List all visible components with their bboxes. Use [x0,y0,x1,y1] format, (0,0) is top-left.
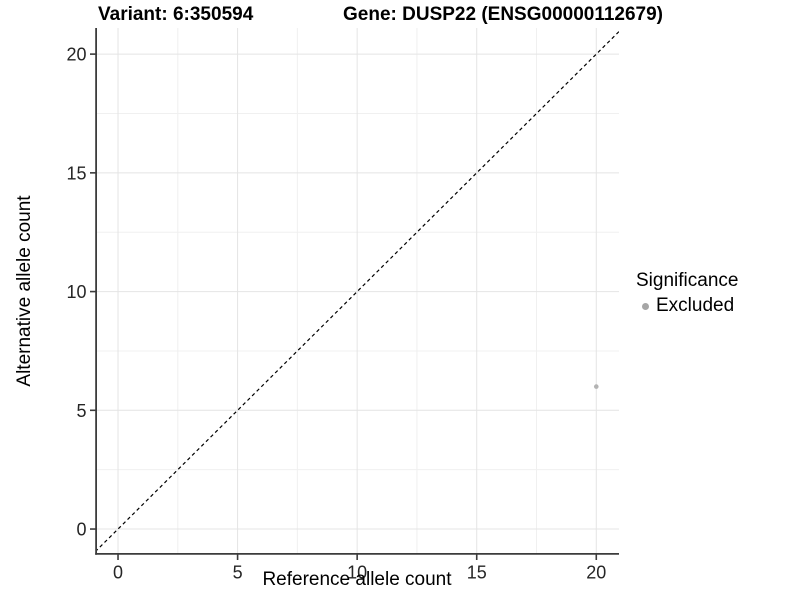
series-excluded [593,384,599,389]
legend-title: Significance [636,270,739,291]
y-tick-label: 10 [66,282,86,302]
y-tick-label: 0 [76,520,86,540]
variant-title: Variant: 6:350594 [98,4,254,25]
x-tick-label: 15 [467,563,487,583]
excluded-point-icon [642,302,649,310]
legend: Significance Excluded [636,270,738,317]
y-tick-label: 20 [66,45,86,65]
grid-major [96,28,619,554]
data-point [593,384,599,389]
axis-lines [95,28,619,555]
x-tick-label: 20 [586,563,606,583]
x-tick-label: 0 [113,563,123,583]
grid-minor [96,28,619,554]
y-tick-labels: 0 5 10 15 20 [66,45,86,540]
x-axis-title: Reference allele count [262,569,452,590]
y-tick-label: 5 [76,401,86,421]
tick-marks [90,53,598,560]
x-tick-labels: 0 5 10 15 20 [113,563,606,583]
identity-line [96,30,619,552]
y-axis-title: Alternative allele count [14,195,35,387]
legend-item-label: Excluded [656,295,735,316]
legend-item-excluded: Excluded [636,295,738,317]
legend-key [636,297,655,316]
gene-title: Gene: DUSP22 (ENSG00000112679) [343,4,664,25]
y-tick-label: 15 [66,163,86,183]
x-tick-label: 10 [347,563,367,583]
x-tick-label: 5 [233,563,243,583]
